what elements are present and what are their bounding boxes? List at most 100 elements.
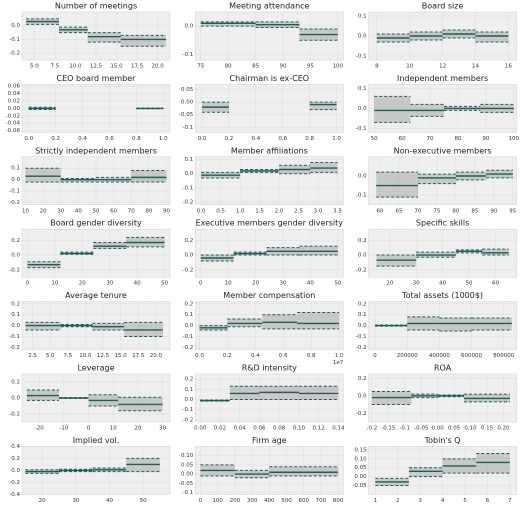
- x-tick-label: 70: [128, 208, 135, 214]
- x-tick-label: 15.0: [110, 64, 123, 70]
- x-tick-label: 20.0: [152, 64, 165, 70]
- y-tick-label: -0.1: [183, 185, 194, 191]
- x-offset-label: 1e7: [333, 360, 344, 366]
- x-tick-label: 80: [452, 208, 459, 214]
- x-tick-label: 10: [51, 281, 58, 287]
- x-tick-label: 50: [371, 136, 378, 142]
- uncertainty-band: [374, 96, 411, 123]
- y-tick-label: -0.2: [183, 267, 194, 273]
- x-tick-label: 20: [386, 281, 393, 287]
- x-tick-label: 15.0: [115, 353, 128, 359]
- y-tick-label: 0.0: [11, 253, 20, 259]
- x-tick-label: 1.0: [335, 353, 344, 359]
- chart-title: Firm age: [252, 436, 287, 445]
- x-tick-label: 80: [225, 64, 232, 70]
- y-tick-label: 0.2: [11, 456, 20, 462]
- x-tick-label: 0.00: [432, 426, 445, 432]
- y-tick-label: 0.02: [8, 99, 20, 105]
- x-tick-label: 90: [490, 208, 497, 214]
- x-tick-label: 2.0: [275, 208, 284, 214]
- x-tick-label: -20: [35, 426, 44, 432]
- y-tick-label: 0.1: [358, 86, 367, 92]
- x-tick-label: 10.0: [69, 64, 82, 70]
- x-tick-label: 95: [307, 64, 314, 70]
- y-tick-label: 0.05: [354, 465, 367, 471]
- uncertainty-band: [475, 32, 509, 42]
- x-tick-label: 75: [197, 64, 204, 70]
- x-tick-label: 1.0: [236, 208, 245, 214]
- y-tick-label: -0.1: [356, 54, 367, 60]
- chart-title: Chairman is ex-CEO: [230, 74, 310, 83]
- x-tick-label: 600000: [461, 353, 482, 359]
- x-tick-label: 3.0: [314, 208, 323, 214]
- plot-area: [195, 156, 344, 206]
- x-tick-label: 5.0: [46, 353, 55, 359]
- y-tick-label: -0.2: [9, 412, 20, 418]
- uncertainty-band: [376, 172, 418, 198]
- x-tick-label: 3: [418, 498, 422, 504]
- y-tick-label: 0.15: [354, 447, 367, 453]
- uncertainty-band: [297, 312, 340, 329]
- y-tick-label: 0.0: [11, 323, 20, 329]
- x-tick-label: 0.15: [481, 426, 494, 432]
- y-tick-label: -0.05: [179, 112, 194, 118]
- uncertainty-band: [408, 467, 443, 477]
- x-tick-label: 30: [57, 208, 64, 214]
- x-tick-label: 0.0: [197, 208, 206, 214]
- y-tick-label: 0.2: [185, 301, 194, 307]
- x-tick-label: 0.00: [194, 426, 207, 432]
- x-tick-label: 20.0: [150, 353, 163, 359]
- x-tick-label: 30: [413, 281, 420, 287]
- chart-title: CEO board member: [57, 74, 137, 83]
- y-tick-label: -0.05: [352, 483, 367, 489]
- x-tick-label: 100: [212, 498, 223, 504]
- plot-area: [195, 84, 344, 133]
- y-tick-label: -0.1: [9, 334, 20, 340]
- y-tick-label: 0.0: [11, 468, 20, 474]
- x-tick-label: 50: [140, 498, 147, 504]
- x-tick-label: 40: [134, 281, 141, 287]
- y-tick-label: 0.0: [185, 253, 194, 259]
- uncertainty-band: [476, 453, 510, 474]
- x-tick-label: 16: [505, 64, 512, 70]
- y-tick-label: 0.0: [358, 34, 367, 40]
- x-tick-label: 7: [508, 498, 512, 504]
- y-tick-label: 0.1: [185, 312, 194, 318]
- x-tick-label: 17.5: [131, 64, 144, 70]
- x-tick-label: 20: [252, 281, 259, 287]
- x-tick-label: 60: [376, 208, 383, 214]
- y-tick-label: 0.00: [181, 100, 194, 106]
- x-tick-label: -0.2: [367, 426, 378, 432]
- y-tick-label: -0.02: [6, 113, 20, 119]
- x-tick-label: -0.15: [381, 426, 396, 432]
- chart-title: ROA: [434, 364, 452, 373]
- y-tick-label: 0.10: [354, 456, 367, 462]
- x-tick-label: 0.5: [216, 208, 225, 214]
- y-tick-label: 0.2: [185, 238, 194, 244]
- uncertainty-band: [93, 242, 127, 249]
- y-tick-label: 0.1: [11, 166, 20, 172]
- chart-title: Member affiliations: [231, 146, 308, 155]
- x-tick-label: 0.8: [305, 136, 314, 142]
- x-tick-label: 50: [334, 281, 341, 287]
- plot-area: [195, 228, 344, 278]
- x-tick-label: 30: [159, 426, 166, 432]
- x-tick-label: 800: [333, 498, 344, 504]
- x-tick-label: 30: [106, 281, 113, 287]
- x-tick-label: 0.14: [332, 426, 345, 432]
- y-tick-label: 0.1: [358, 312, 367, 318]
- x-tick-label: 1.0: [332, 136, 341, 142]
- x-tick-label: 0.05: [448, 426, 461, 432]
- y-tick-label: 0.4: [11, 444, 20, 450]
- x-tick-label: 0.4: [78, 136, 87, 142]
- x-tick-label: 5: [463, 498, 467, 504]
- x-tick-label: 1: [374, 498, 378, 504]
- x-tick-label: 300: [247, 498, 258, 504]
- x-tick-label: 40: [307, 281, 314, 287]
- x-tick-label: 0.8: [132, 136, 141, 142]
- chart-title: Number of meetings: [55, 2, 137, 11]
- y-tick-label: -0.4: [9, 492, 20, 498]
- y-tick-label: 0.2: [185, 377, 194, 383]
- x-tick-label: 20: [79, 281, 86, 287]
